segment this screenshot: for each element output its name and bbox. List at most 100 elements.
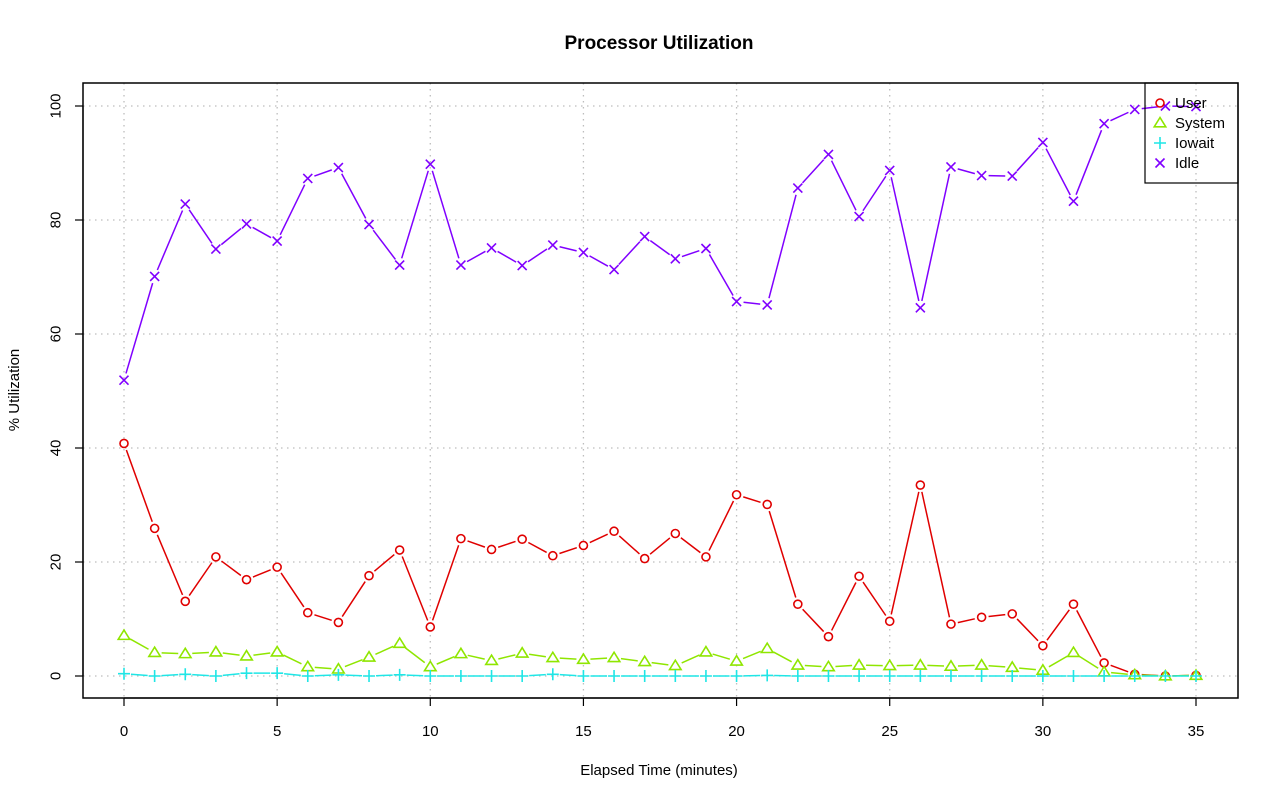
series-idle-segment [890, 177, 920, 302]
series-user-point [272, 562, 282, 572]
series-user-point [302, 607, 313, 618]
series-system-point [913, 658, 928, 670]
series-system-point [116, 628, 132, 641]
series-iowait-point [883, 670, 896, 682]
series-user-segment [156, 534, 184, 596]
series-system-segment [1078, 655, 1099, 669]
series-idle-segment [589, 255, 609, 267]
series-idle-segment [862, 175, 887, 212]
series-user-segment [221, 560, 242, 577]
series-idle-point [762, 299, 773, 310]
series-system-segment [1048, 655, 1068, 668]
series-user-segment [1046, 609, 1070, 641]
series-system-segment [314, 666, 332, 670]
series-user-segment [280, 572, 305, 608]
series-system-segment [620, 657, 638, 662]
series-user-point [211, 552, 221, 562]
series-iowait-point [148, 670, 161, 682]
series-iowait-point [118, 667, 130, 680]
series-user-point [670, 528, 681, 539]
series-idle-point [455, 259, 466, 271]
series-idle-point [272, 236, 283, 247]
series-idle-segment [279, 184, 306, 236]
series-idle-point [1099, 118, 1110, 129]
legend-label-iowait: Iowait [1175, 135, 1215, 152]
series-iowait-point [1006, 670, 1019, 682]
series-system-point [943, 659, 959, 671]
series-system-segment [192, 651, 209, 655]
series-user-point [517, 534, 527, 545]
x-axis-label: Elapsed Time (minutes) [580, 762, 738, 779]
series-iowait-point [761, 669, 774, 682]
series-system-segment [161, 652, 179, 655]
series-system-point [637, 654, 652, 667]
series-idle-point [578, 247, 589, 258]
series-user-segment [618, 535, 640, 555]
series-idle-segment [830, 160, 857, 211]
series-idle-point [241, 218, 252, 230]
series-user-segment [921, 491, 951, 618]
series-group [116, 100, 1204, 682]
series-iowait-point [1128, 670, 1141, 682]
series-user-point [547, 550, 558, 561]
series-user-point [425, 622, 436, 632]
plot-frame [82, 82, 1239, 699]
series-iowait-point [546, 668, 559, 681]
series-system-segment [1111, 671, 1128, 675]
series-idle-point [700, 243, 712, 254]
series-idle-point [517, 260, 528, 271]
chart-title: Processor Utilization [565, 33, 754, 54]
series-iowait-point [577, 670, 590, 682]
series-idle-point [394, 259, 405, 271]
series-iowait-segment [406, 674, 424, 677]
series-idle-point [425, 159, 436, 170]
series-user-point [854, 571, 864, 582]
series-user-segment [401, 556, 429, 621]
series-idle-point [333, 162, 344, 173]
series-idle-segment [372, 229, 397, 260]
legend-label-user: User [1175, 95, 1207, 112]
series-user-segment [988, 613, 1006, 618]
series-system-segment [804, 664, 822, 668]
series-system-point [361, 650, 377, 662]
series-user-segment [649, 537, 671, 555]
series-system-point [269, 645, 285, 657]
series-idle-point [210, 244, 221, 255]
y-tick-label: 100 [48, 93, 65, 118]
axes: 0 5 10 15 20 25 30 35 0 20 40 60 80 100 [48, 93, 1205, 740]
series-user-segment [830, 582, 857, 631]
series-iowait-point [944, 670, 957, 682]
series-idle-point [302, 173, 313, 184]
series-system-point [821, 659, 836, 672]
series-idle-segment [341, 173, 367, 219]
series-system-segment [651, 661, 669, 666]
series-user-segment [497, 540, 516, 548]
series-idle-segment [708, 254, 734, 296]
series-user-point [364, 570, 374, 581]
series-idle-segment [252, 226, 272, 239]
series-user-point [241, 574, 252, 585]
series-idle-segment [400, 170, 429, 259]
series-system-point [882, 658, 897, 671]
y-tick-label: 60 [48, 326, 65, 343]
series-iowait-point [209, 670, 222, 682]
series-system-segment [681, 654, 700, 664]
series-iowait-point [608, 670, 621, 682]
legend-box [1144, 82, 1239, 184]
series-user-point [793, 599, 803, 609]
series-user-point [486, 544, 497, 555]
legend-marker-iowait [1154, 137, 1166, 149]
series-idle [118, 100, 1202, 386]
series-idle-segment [768, 194, 797, 299]
series-system-point [484, 653, 499, 666]
series-idle-point [945, 161, 957, 173]
series-iowait-point [179, 668, 192, 681]
series-idle-segment [466, 250, 486, 263]
series-system-segment [129, 638, 149, 650]
series-iowait-segment [375, 674, 393, 677]
series-system-point [974, 658, 989, 670]
y-axis-label: % Utilization [6, 349, 23, 432]
series-user-segment [1076, 610, 1102, 658]
series-system-segment [773, 651, 793, 663]
series-iowait-point [485, 670, 498, 682]
